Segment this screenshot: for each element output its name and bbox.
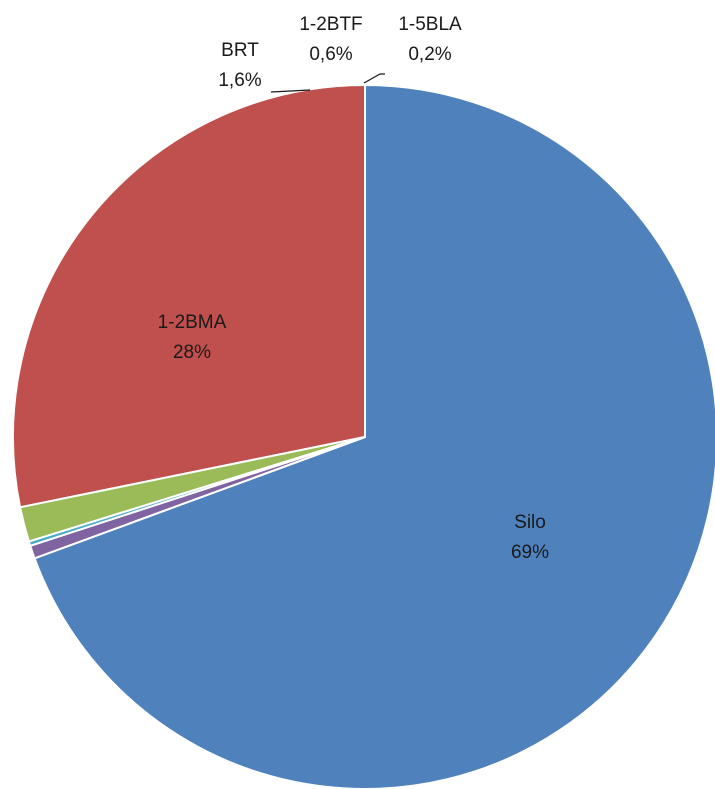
data-label-1-2bma: 1-2BMA 28% <box>158 312 227 363</box>
pie-slice-silo <box>33 84 715 789</box>
pie-slice-1-2bma <box>12 84 366 509</box>
data-label-1-2btf: 1-2BTF 0,6% <box>299 14 362 65</box>
leader-lines <box>270 73 385 93</box>
pie-slices <box>12 84 715 789</box>
leader-line-brt <box>270 89 311 93</box>
pie-slice-1-5bla <box>27 436 366 547</box>
slice-labels: Silo 69% 1-2BTF 0,6% 1-5BLA 0,2% BRT 1,6% 1-2BMA… <box>158 14 549 563</box>
data-label-1-5bla: 1-5BLA 0,2% <box>398 14 462 65</box>
leader-line-1-5bla <box>363 73 385 84</box>
data-label-silo: Silo 69% <box>511 512 549 563</box>
data-label-brt: BRT 1,6% <box>218 40 261 91</box>
